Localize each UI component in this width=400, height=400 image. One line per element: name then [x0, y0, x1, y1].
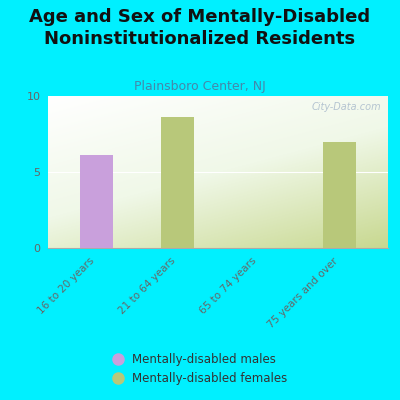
- Text: Age and Sex of Mentally-Disabled
Noninstitutionalized Residents: Age and Sex of Mentally-Disabled Noninst…: [30, 8, 370, 48]
- Bar: [161, 117, 194, 248]
- Bar: [80, 155, 113, 248]
- Legend: Mentally-disabled males, Mentally-disabled females: Mentally-disabled males, Mentally-disabl…: [108, 349, 292, 390]
- Text: City-Data.com: City-Data.com: [312, 102, 381, 112]
- Bar: [323, 142, 356, 248]
- Text: Plainsboro Center, NJ: Plainsboro Center, NJ: [134, 80, 266, 93]
